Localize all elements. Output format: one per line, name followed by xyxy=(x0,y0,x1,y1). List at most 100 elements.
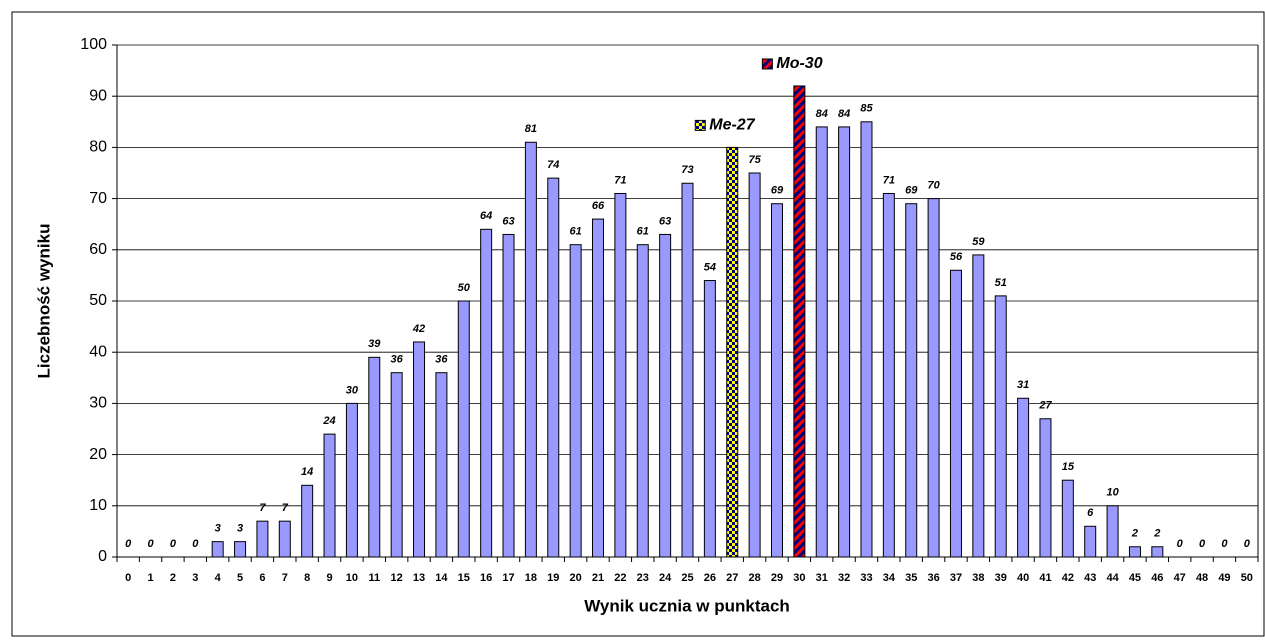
data-label: 66 xyxy=(592,200,605,212)
bar xyxy=(1084,525,1097,558)
data-label: 69 xyxy=(905,185,918,197)
x-tick-label: 35 xyxy=(905,572,917,584)
data-label: 71 xyxy=(614,174,626,186)
data-label: 61 xyxy=(637,226,649,238)
y-tick-label: 60 xyxy=(89,241,107,258)
x-tick-label: 39 xyxy=(995,572,1007,584)
x-tick-label: 31 xyxy=(816,572,828,584)
x-tick-label: 0 xyxy=(125,572,131,584)
bar xyxy=(390,372,403,558)
data-label: 0 xyxy=(1244,538,1251,550)
annotation-key xyxy=(761,58,773,70)
data-label: 0 xyxy=(1199,538,1206,550)
x-tick-label: 25 xyxy=(681,572,693,584)
bar xyxy=(1106,505,1119,558)
bar xyxy=(659,233,672,558)
data-label: 0 xyxy=(1221,538,1228,550)
bar xyxy=(1061,479,1074,558)
x-tick-label: 8 xyxy=(304,572,310,584)
data-label: 24 xyxy=(322,415,335,427)
bar xyxy=(815,126,828,558)
bar xyxy=(1128,546,1141,558)
bar xyxy=(1151,546,1164,558)
bar xyxy=(569,244,582,558)
data-label: 84 xyxy=(838,108,850,120)
bar xyxy=(726,146,739,558)
x-tick-label: 33 xyxy=(860,572,872,584)
x-tick-label: 37 xyxy=(950,572,962,584)
x-tick-label: 38 xyxy=(972,572,984,584)
data-label: 61 xyxy=(570,226,582,238)
bar xyxy=(838,126,851,558)
data-label: 6 xyxy=(1087,507,1094,519)
data-label: 10 xyxy=(1106,487,1119,499)
x-tick-label: 7 xyxy=(282,572,288,584)
y-tick-label: 80 xyxy=(89,139,107,156)
data-label: 74 xyxy=(547,159,559,171)
y-tick-label: 30 xyxy=(89,395,107,412)
x-tick-label: 10 xyxy=(346,572,358,584)
x-tick-label: 47 xyxy=(1174,572,1186,584)
x-tick-label: 41 xyxy=(1039,572,1051,584)
x-tick-label: 2 xyxy=(170,572,176,584)
bar xyxy=(457,300,470,558)
x-tick-label: 19 xyxy=(547,572,559,584)
data-label: 75 xyxy=(748,154,761,166)
bar xyxy=(480,228,493,558)
x-tick-label: 46 xyxy=(1151,572,1163,584)
data-label: 73 xyxy=(681,164,693,176)
data-label: 0 xyxy=(192,538,199,550)
x-tick-label: 22 xyxy=(614,572,626,584)
x-tick-label: 12 xyxy=(391,572,403,584)
data-label: 50 xyxy=(458,282,471,294)
bar xyxy=(502,233,515,558)
bar xyxy=(278,520,291,558)
bar xyxy=(323,433,336,558)
data-label: 0 xyxy=(1177,538,1184,550)
data-label: 31 xyxy=(1017,379,1029,391)
data-label: 0 xyxy=(147,538,154,550)
bar xyxy=(770,203,783,558)
bar xyxy=(905,203,918,558)
x-tick-label: 34 xyxy=(883,572,896,584)
data-label: 7 xyxy=(282,502,289,514)
data-label: 42 xyxy=(412,323,425,335)
x-tick-label: 44 xyxy=(1106,572,1119,584)
data-label: 30 xyxy=(346,384,359,396)
x-tick-label: 50 xyxy=(1241,572,1253,584)
data-label: 84 xyxy=(816,108,828,120)
bar xyxy=(860,121,873,558)
bar xyxy=(1017,397,1030,558)
bar xyxy=(211,541,224,558)
x-tick-label: 27 xyxy=(726,572,738,584)
data-label: 36 xyxy=(435,354,448,366)
bar xyxy=(882,192,895,558)
x-tick-label: 29 xyxy=(771,572,783,584)
x-tick-label: 6 xyxy=(259,572,265,584)
annotation: Mo-30 xyxy=(776,55,822,72)
data-label: 7 xyxy=(259,502,266,514)
bar xyxy=(1039,418,1052,558)
bar xyxy=(301,484,314,558)
data-label: 2 xyxy=(1131,528,1138,540)
data-label: 3 xyxy=(237,523,243,535)
data-label: 56 xyxy=(950,251,963,263)
y-tick-label: 70 xyxy=(89,190,107,207)
x-tick-label: 17 xyxy=(502,572,514,584)
x-axis-title: Wynik ucznia w punktach xyxy=(584,596,790,615)
x-tick-label: 21 xyxy=(592,572,604,584)
y-tick-label: 0 xyxy=(98,548,107,565)
bar xyxy=(636,244,649,558)
data-label: 14 xyxy=(301,466,313,478)
x-tick-label: 30 xyxy=(793,572,805,584)
x-tick-label: 40 xyxy=(1017,572,1029,584)
data-label: 39 xyxy=(368,338,381,350)
bar xyxy=(614,192,627,558)
x-tick-label: 15 xyxy=(458,572,470,584)
x-tick-label: 28 xyxy=(748,572,760,584)
x-tick-label: 43 xyxy=(1084,572,1096,584)
x-tick-label: 42 xyxy=(1062,572,1074,584)
data-label: 69 xyxy=(771,185,784,197)
data-label: 27 xyxy=(1038,400,1052,412)
data-label: 70 xyxy=(927,180,940,192)
